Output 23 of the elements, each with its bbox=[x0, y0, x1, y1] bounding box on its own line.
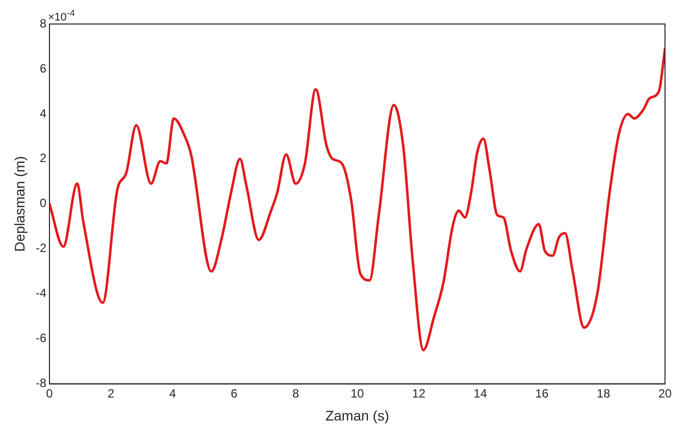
x-tick-label: 8 bbox=[292, 386, 300, 400]
y-tick-label: 6 bbox=[40, 61, 47, 76]
x-tick-label: 4 bbox=[169, 386, 176, 400]
y-tick-label: 0 bbox=[40, 196, 47, 210]
y-tick-label: 2 bbox=[40, 151, 47, 166]
y-tick-label: -2 bbox=[36, 241, 47, 256]
y-tick-label: -4 bbox=[36, 286, 47, 300]
line-series bbox=[49, 47, 665, 352]
x-tick-label: 18 bbox=[596, 386, 610, 400]
x-tick-label: 10 bbox=[350, 386, 364, 400]
y-tick-label: -8 bbox=[36, 376, 47, 390]
x-tick-label: 12 bbox=[412, 386, 426, 400]
x-tick-label: 20 bbox=[658, 386, 672, 400]
annotation: ×10$^{-4}$ bbox=[48, 8, 75, 24]
x-tick-label: 16 bbox=[535, 386, 549, 400]
y-axis-title: Deplasman (m) bbox=[11, 156, 28, 252]
x-tick-label: 14 bbox=[474, 386, 488, 400]
x-tick-label: 6 bbox=[230, 386, 238, 400]
y-tick-label: 4 bbox=[40, 106, 47, 120]
y-tick-label: 8 bbox=[40, 16, 47, 30]
x-tick-label: 2 bbox=[108, 386, 115, 400]
y-tick-label: -6 bbox=[36, 331, 47, 346]
x-axis-title: Zaman (s) bbox=[325, 407, 390, 424]
